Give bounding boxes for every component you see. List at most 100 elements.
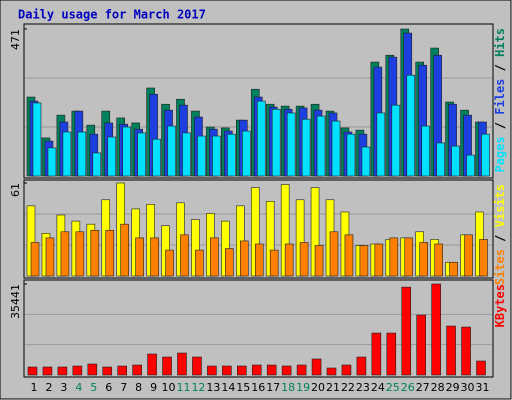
bar [269, 249, 279, 277]
bar [42, 366, 53, 376]
bar [137, 132, 146, 177]
bar [162, 356, 172, 376]
bar [284, 243, 294, 277]
bar [329, 231, 339, 277]
legend-entry: KBytes [493, 284, 507, 327]
bar [195, 249, 204, 277]
bar [371, 332, 382, 376]
bar [256, 100, 266, 177]
bar [105, 229, 115, 277]
bar [182, 132, 191, 177]
bar [92, 152, 102, 177]
bar [266, 364, 277, 376]
bar [192, 356, 202, 376]
bar [389, 237, 399, 277]
bar [242, 130, 251, 177]
bar [30, 242, 40, 277]
x-tick-label: 19 [296, 381, 310, 394]
x-tick-label: 8 [135, 381, 142, 394]
x-tick-label: 28 [431, 381, 445, 394]
bar [386, 332, 397, 376]
bar [449, 261, 458, 277]
legend-entry: Sites [493, 249, 507, 285]
bar [152, 138, 161, 177]
x-tick-label: 25 [386, 381, 400, 394]
bar [281, 365, 292, 376]
bar [150, 237, 159, 277]
x-tick-label: 20 [311, 381, 325, 394]
x-tick-label: 17 [266, 381, 280, 394]
bar [286, 112, 296, 177]
chart-title: Daily usage for March 2017 [18, 8, 206, 22]
bar [479, 239, 488, 277]
bar [464, 234, 473, 277]
bar [207, 365, 217, 376]
bar [225, 248, 234, 277]
bar [227, 133, 236, 177]
bar [401, 286, 412, 376]
x-tick-label: 14 [221, 381, 235, 394]
bar [167, 125, 176, 177]
bar [314, 245, 324, 277]
x-tick-label: 11 [177, 381, 191, 394]
bar [346, 133, 356, 177]
legend-separator: / [493, 57, 507, 79]
bar [296, 364, 307, 376]
bar [212, 135, 221, 177]
legend-entry: Files [493, 79, 507, 115]
bar [391, 104, 401, 177]
bar [75, 231, 85, 277]
bar [132, 364, 142, 376]
legend-entry: Pages [493, 136, 507, 172]
x-tick-label: 12 [191, 381, 205, 394]
bar [90, 229, 100, 277]
bar [107, 136, 117, 177]
x-tick-label: 2 [45, 381, 52, 394]
bar [60, 231, 70, 277]
x-tick-label: 24 [371, 381, 385, 394]
x-tick-label: 7 [120, 381, 127, 394]
bar [416, 314, 427, 376]
bar [481, 133, 490, 177]
bar [326, 367, 337, 376]
bar [45, 237, 55, 277]
bar [77, 131, 87, 177]
bar [72, 365, 83, 376]
x-tick-label: 16 [251, 381, 265, 394]
bar [406, 74, 416, 177]
bar [451, 145, 460, 177]
bar [47, 147, 57, 177]
legend: Pages / Files / Hits [493, 28, 507, 173]
bar [476, 360, 486, 376]
bar [376, 112, 386, 177]
bar [147, 353, 157, 376]
bar [122, 126, 131, 177]
bar [180, 234, 189, 277]
bar [299, 242, 309, 277]
bar [404, 237, 414, 277]
x-tick-label: 15 [236, 381, 250, 394]
y-tick-label: 61 [9, 183, 22, 197]
x-tick-label: 4 [75, 381, 82, 394]
bar [210, 237, 219, 277]
x-tick-label: 21 [326, 381, 340, 394]
bar [466, 154, 475, 177]
bar [32, 102, 42, 177]
bar [436, 142, 445, 177]
bar [117, 365, 127, 376]
bar [222, 365, 232, 376]
bar [344, 234, 354, 277]
x-tick-label: 1 [31, 381, 38, 394]
x-tick-label: 5 [90, 381, 97, 394]
plot-frame [23, 279, 494, 378]
bar [361, 146, 371, 177]
x-tick-label: 10 [162, 381, 176, 394]
bar [421, 125, 431, 177]
x-tick-label: 31 [476, 381, 490, 394]
bar [57, 366, 68, 376]
bar [359, 245, 369, 277]
legend: KBytes [493, 284, 507, 327]
bar [27, 366, 38, 376]
bar [240, 240, 249, 277]
x-tick-label: 30 [461, 381, 475, 394]
